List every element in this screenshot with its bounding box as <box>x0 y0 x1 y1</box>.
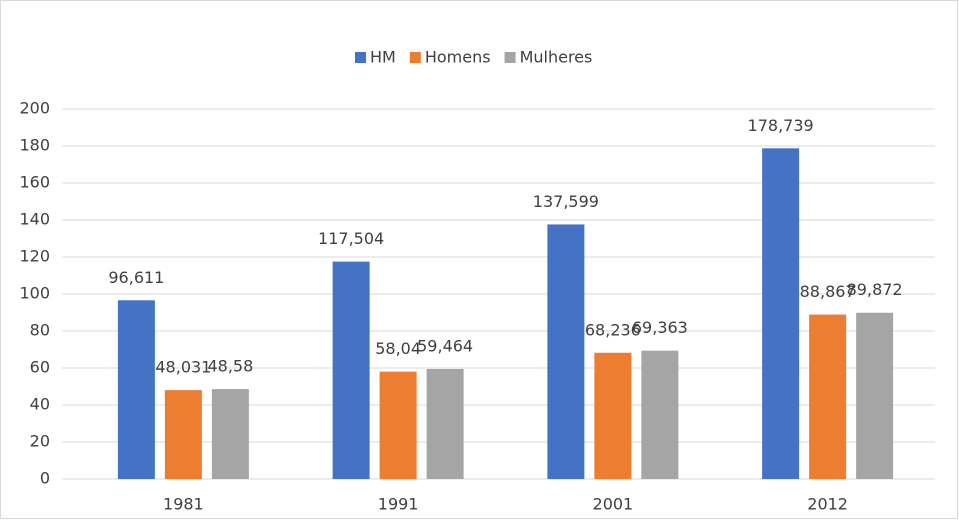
bar <box>594 352 632 479</box>
legend-label: Homens <box>425 48 491 67</box>
legend-label: HM <box>370 48 396 67</box>
y-tick-label: 140 <box>19 210 50 229</box>
y-tick-label: 20 <box>30 432 50 451</box>
legend-swatch <box>355 52 366 63</box>
y-tick-label: 160 <box>19 173 50 192</box>
bar <box>547 224 585 479</box>
bar <box>641 350 679 479</box>
data-label: 88,867 <box>800 282 856 301</box>
data-label: 59,464 <box>417 336 473 355</box>
x-tick-label: 1981 <box>163 495 204 514</box>
data-label: 178,739 <box>748 116 814 135</box>
bar <box>426 368 464 479</box>
data-label: 48,58 <box>207 357 253 376</box>
data-label: 89,872 <box>847 280 903 299</box>
data-label: 96,611 <box>108 268 164 287</box>
y-tick-label: 180 <box>19 136 50 155</box>
y-tick-label: 80 <box>30 321 50 340</box>
legend-swatch <box>504 52 516 63</box>
data-label: 48,031 <box>155 358 211 377</box>
legend-label: Mulheres <box>520 48 593 67</box>
bar <box>211 389 249 479</box>
y-tick-label: 40 <box>30 395 50 414</box>
bar <box>762 148 800 479</box>
data-label: 58,04 <box>375 339 421 358</box>
data-label: 117,504 <box>318 229 384 248</box>
y-tick-label: 0 <box>40 469 50 488</box>
legend-swatch <box>409 52 421 63</box>
x-tick-label: 2012 <box>807 495 848 514</box>
x-tick-label: 1991 <box>378 495 419 514</box>
bar <box>332 261 370 479</box>
data-label: 137,599 <box>533 192 599 211</box>
y-tick-label: 120 <box>19 247 50 266</box>
data-label: 69,363 <box>632 318 688 337</box>
data-label: 68,236 <box>585 320 641 339</box>
bar <box>164 390 202 479</box>
bar <box>856 312 894 479</box>
x-tick-label: 2001 <box>593 495 634 514</box>
bar <box>809 314 847 479</box>
y-tick-label: 200 <box>19 99 50 118</box>
y-tick-label: 100 <box>19 284 50 303</box>
y-tick-label: 60 <box>30 358 50 377</box>
bar <box>117 300 155 479</box>
bar <box>379 371 417 479</box>
